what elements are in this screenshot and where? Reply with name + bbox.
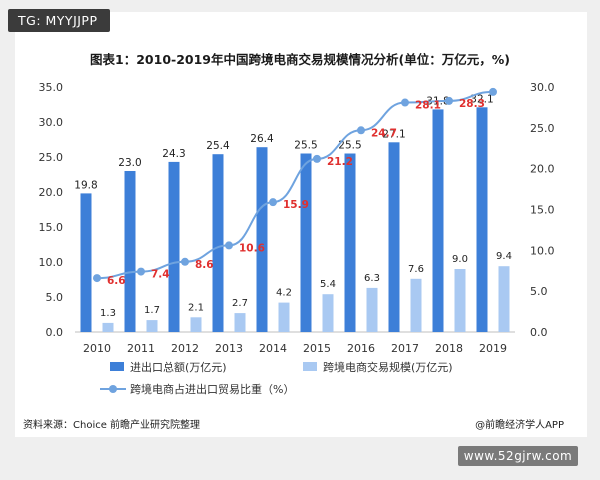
bar-cross-border-label: 4.2: [276, 288, 292, 299]
x-tick-label: 2017: [391, 342, 419, 355]
bar-total-trade-label: 32.1: [470, 93, 493, 105]
watermark-badge: TG: MYYJJPP: [8, 9, 110, 32]
bar-total-trade: [300, 153, 312, 332]
legend-swatch-cross-border: [303, 362, 317, 371]
ratio-point: [445, 96, 453, 105]
ratio-point-label: 10.6: [239, 242, 265, 254]
bar-total-trade-label: 24.3: [162, 148, 185, 160]
ratio-point: [489, 87, 497, 96]
ratio-point: [93, 274, 101, 283]
bar-total-trade-label: 25.5: [294, 140, 317, 152]
bar-total-trade-label: 25.4: [206, 140, 230, 152]
ratio-point: [401, 98, 409, 107]
legend-label-ratio: 跨境电商占进出口贸易比重（%）: [130, 382, 294, 396]
bar-total-trade: [80, 193, 92, 332]
bar-total-trade: [388, 142, 400, 332]
bar-total-trade: [212, 154, 224, 332]
y-right-tick-label: 10.0: [530, 244, 555, 257]
y-right-tick-label: 5.0: [530, 285, 548, 298]
y-left-tick-label: 0.0: [46, 326, 64, 339]
y-left-tick-label: 25.0: [39, 151, 64, 164]
bar-cross-border: [234, 313, 246, 332]
x-tick-label: 2011: [127, 342, 155, 355]
y-left-tick-label: 5.0: [46, 291, 64, 304]
bar-total-trade: [168, 161, 180, 332]
x-tick-label: 2019: [479, 342, 507, 355]
ratio-point: [225, 241, 233, 250]
y-right-tick-label: 15.0: [530, 204, 555, 217]
ratio-point-label: 15.9: [283, 199, 309, 211]
ratio-point-label: 28.1: [415, 100, 441, 112]
ratio-point-label: 28.3: [459, 98, 485, 110]
x-tick-label: 2013: [215, 342, 243, 355]
ratio-point-label: 6.6: [107, 275, 126, 287]
bar-total-trade-label: 25.5: [338, 140, 361, 152]
legend-label-total-trade: 进出口总额(万亿元): [130, 360, 227, 374]
bar-cross-border-label: 9.4: [496, 251, 512, 262]
x-tick-label: 2014: [259, 342, 287, 355]
bar-cross-border: [366, 287, 378, 332]
y-left-tick-label: 20.0: [39, 186, 64, 199]
x-tick-label: 2015: [303, 342, 331, 355]
y-left-tick-label: 10.0: [39, 256, 64, 269]
bar-total-trade-label: 23.0: [118, 157, 141, 169]
bar-cross-border: [454, 269, 466, 332]
site-watermark: www.52gjrw.com: [458, 446, 578, 466]
x-tick-label: 2016: [347, 342, 375, 355]
x-tick-label: 2010: [83, 342, 111, 355]
bar-cross-border: [322, 294, 334, 332]
legend-label-cross-border: 跨境电商交易规模(万亿元): [323, 360, 453, 374]
x-tick-label: 2018: [435, 342, 463, 355]
y-right-tick-label: 20.0: [530, 163, 555, 176]
bar-cross-border-label: 1.3: [100, 308, 116, 319]
bar-total-trade-label: 26.4: [250, 133, 274, 145]
bar-cross-border: [410, 278, 422, 332]
x-tick-label: 2012: [171, 342, 199, 355]
y-right-tick-label: 0.0: [530, 326, 548, 339]
bar-total-trade-label: 19.8: [74, 179, 97, 191]
bar-cross-border-label: 6.3: [364, 273, 380, 284]
bar-total-trade: [432, 109, 444, 333]
ratio-point: [137, 267, 145, 276]
ratio-point-label: 21.2: [327, 156, 353, 168]
legend-marker-ratio: [109, 385, 117, 393]
ratio-line: [96, 90, 494, 280]
y-right-tick-label: 30.0: [530, 81, 555, 94]
bar-cross-border: [146, 320, 158, 332]
source-note: 资料来源：Choice 前瞻产业研究院整理: [23, 420, 201, 431]
ratio-point-label: 8.6: [195, 259, 214, 271]
bar-cross-border: [498, 266, 510, 332]
bar-total-trade-label: 27.1: [382, 128, 405, 140]
bar-cross-border: [278, 302, 290, 332]
bar-total-trade: [256, 147, 268, 332]
ratio-point: [313, 154, 321, 163]
credit-note: @前瞻经济学人APP: [475, 420, 564, 431]
ratio-point: [181, 257, 189, 266]
bar-cross-border: [190, 317, 202, 332]
bar-cross-border-label: 1.7: [144, 305, 160, 316]
bar-total-trade: [476, 107, 488, 332]
legend-swatch-total-trade: [110, 362, 124, 371]
bar-cross-border-label: 5.4: [320, 279, 336, 290]
chart-title: 图表1：2010-2019年中国跨境电商交易规模情况分析(单位：万亿元，%): [90, 52, 510, 67]
y-left-tick-label: 15.0: [39, 221, 64, 234]
bar-cross-border-label: 9.0: [452, 254, 468, 265]
y-right-tick-label: 25.0: [530, 122, 555, 135]
y-left-tick-label: 30.0: [39, 116, 64, 129]
ratio-point: [357, 126, 365, 135]
bar-cross-border-label: 2.1: [188, 302, 204, 313]
bar-cross-border: [102, 322, 114, 332]
bar-cross-border-label: 2.7: [232, 298, 248, 309]
bar-total-trade: [344, 153, 356, 332]
ratio-point-label: 7.4: [151, 269, 170, 281]
y-left-tick-label: 35.0: [39, 81, 64, 94]
bar-total-trade: [124, 171, 136, 332]
ratio-point: [269, 198, 277, 207]
bar-cross-border-label: 7.6: [408, 264, 424, 275]
ratio-point-label: 24.7: [371, 127, 397, 139]
